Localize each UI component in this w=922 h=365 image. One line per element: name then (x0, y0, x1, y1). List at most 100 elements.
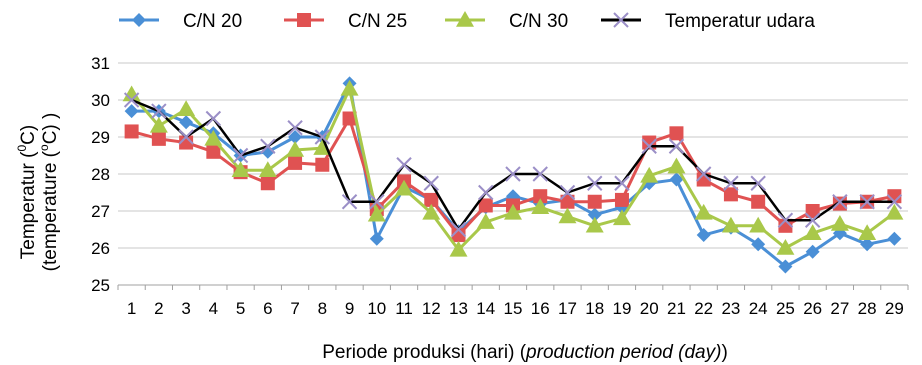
legend-item-c-n-25: C/N 25 (284, 11, 407, 32)
data-point-c-n-25 (587, 194, 602, 209)
legend-marker (613, 12, 629, 28)
data-point-c-n-25 (342, 111, 357, 126)
data-point-temperatur-udara (587, 175, 603, 191)
data-point-c-n-25 (451, 228, 466, 243)
data-point-temperatur-udara (260, 138, 276, 154)
data-point-c-n-25 (260, 176, 275, 191)
data-point-temperatur-udara (750, 175, 766, 191)
x-tick-label: 10 (367, 299, 386, 318)
data-point-temperatur-udara (777, 212, 794, 228)
data-point-temperatur-udara (123, 92, 140, 108)
data-point-c-n-30 (803, 224, 822, 240)
data-point-temperatur-udara (314, 129, 331, 145)
data-point-temperatur-udara (668, 138, 685, 154)
legend: C/N 20 C/N 25 C/N 30 Temperatur udara (119, 11, 815, 32)
x-tick-label: 15 (504, 299, 523, 318)
data-point-c-n-25 (805, 204, 820, 218)
x-axis-title: Periode produksi (hari) (production peri… (322, 342, 728, 363)
y-tick-label: 29 (91, 128, 110, 147)
data-point-c-n-25 (478, 198, 493, 213)
data-point-c-n-30 (504, 203, 522, 220)
data-point-temperatur-udara (532, 166, 548, 182)
series-c-n-30 (122, 79, 904, 257)
data-point-temperatur-udara (205, 110, 222, 127)
data-point-temperatur-udara (832, 194, 848, 210)
data-point-c-n-25 (288, 155, 303, 170)
data-point-c-n-30 (885, 203, 904, 220)
data-point-c-n-25 (832, 196, 847, 211)
data-point-c-n-30 (776, 239, 795, 255)
x-tick-label: 12 (422, 299, 441, 318)
y-tick-label: 26 (91, 239, 110, 258)
legend-item-temperatur-udara: Temperatur udara (601, 11, 815, 32)
data-point-c-n-30 (395, 179, 414, 196)
data-point-temperatur-udara (641, 138, 657, 154)
data-point-c-n-25 (887, 189, 902, 204)
data-point-c-n-20 (805, 244, 820, 259)
data-point-c-n-30 (231, 161, 250, 178)
y-tick-label: 28 (91, 165, 110, 184)
x-tick-label: 29 (885, 299, 904, 318)
legend-marker (132, 13, 146, 27)
data-point-temperatur-udara (505, 166, 521, 182)
data-point-c-n-30 (449, 240, 468, 257)
data-point-temperatur-udara (178, 129, 194, 145)
y-axis-title-line1: Temperatur (0C) (15, 125, 39, 259)
data-point-c-n-30 (830, 214, 849, 231)
data-point-c-n-30 (749, 216, 768, 233)
data-point-c-n-25 (669, 126, 684, 141)
data-point-c-n-30 (258, 161, 277, 178)
data-point-temperatur-udara (559, 184, 576, 201)
x-tick-label: 17 (558, 299, 577, 318)
data-point-temperatur-udara (423, 175, 439, 191)
legend-item-c-n-30: C/N 30 (445, 11, 568, 32)
data-point-c-n-30 (694, 203, 713, 220)
data-point-c-n-20 (669, 172, 684, 187)
data-point-c-n-30 (476, 213, 495, 229)
data-point-temperatur-udara (614, 175, 630, 191)
data-point-c-n-30 (286, 140, 305, 157)
legend-label: C/N 25 (348, 11, 407, 32)
data-point-c-n-25 (560, 194, 575, 209)
data-point-c-n-30 (667, 157, 686, 174)
data-point-c-n-25 (614, 192, 629, 207)
x-tick-label: 20 (640, 299, 659, 318)
data-point-c-n-30 (367, 205, 386, 222)
data-point-c-n-20 (778, 259, 793, 274)
data-point-c-n-20 (369, 231, 384, 246)
x-tick-label: 11 (395, 299, 413, 318)
data-point-c-n-25 (124, 124, 139, 139)
data-point-c-n-30 (640, 166, 659, 183)
data-point-c-n-30 (204, 129, 223, 146)
data-point-temperatur-udara (695, 166, 712, 182)
series-group (122, 76, 904, 274)
y-tick-label: 25 (91, 276, 110, 295)
x-tick-label: 18 (585, 299, 604, 318)
x-tick-label: 5 (236, 299, 245, 318)
data-point-c-n-30 (177, 100, 196, 116)
data-point-c-n-25 (778, 218, 793, 233)
data-point-temperatur-udara (396, 157, 412, 173)
legend-item-c-n-20: C/N 20 (119, 11, 242, 32)
x-tick-label: 22 (694, 299, 713, 318)
data-point-c-n-30 (422, 203, 441, 220)
x-tick-label: 26 (803, 299, 822, 318)
x-tick-label: 2 (154, 299, 163, 318)
data-point-temperatur-udara (804, 212, 821, 228)
data-point-c-n-30 (721, 216, 740, 233)
y-tick-label: 27 (91, 202, 110, 221)
data-point-c-n-25 (206, 144, 221, 159)
data-point-temperatur-udara (369, 194, 385, 210)
x-tick-label: 23 (721, 299, 740, 318)
data-point-temperatur-udara (859, 194, 875, 210)
x-tick-label: 7 (290, 299, 299, 318)
x-tick-label: 4 (209, 299, 218, 318)
data-point-c-n-25 (723, 187, 738, 202)
x-tick-label: 28 (858, 299, 877, 318)
data-point-c-n-25 (533, 189, 548, 204)
data-point-c-n-30 (585, 216, 604, 233)
data-point-c-n-25 (751, 194, 766, 209)
data-point-temperatur-udara (478, 184, 494, 201)
